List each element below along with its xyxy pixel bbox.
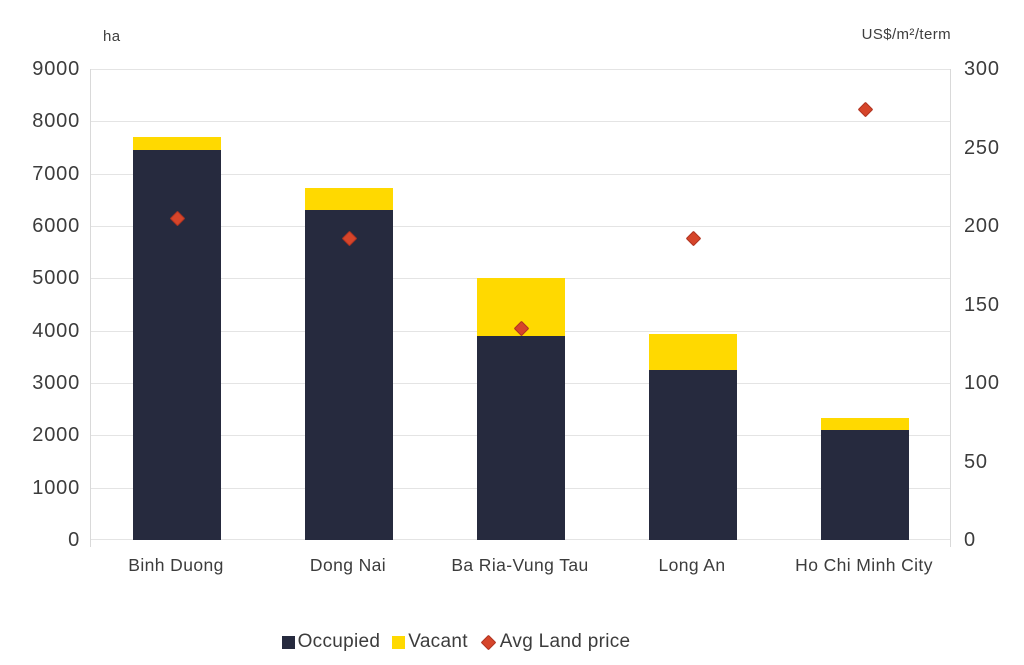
right-axis-tick-50: 50	[964, 450, 988, 473]
left-axis-unit-label: ha	[103, 28, 121, 45]
right-axis-tick-100: 100	[964, 372, 1000, 394]
right-axis-tick-150: 150	[964, 293, 1000, 316]
left-axis-tick-6000: 6000	[32, 215, 80, 237]
legend: Occupied Vacant Avg Land price	[0, 630, 912, 654]
left-axis-tick-9000: 9000	[32, 58, 80, 80]
category-label-long-an: Long An	[658, 555, 726, 575]
bar-occupied-dong-nai	[305, 210, 393, 540]
gridline-6000	[91, 226, 950, 227]
gridline-8000	[91, 121, 950, 122]
legend-label-occupied: Occupied	[297, 631, 381, 652]
marker-avg-land-price-ho-chi-minh-city	[857, 102, 873, 118]
right-axis-tick-200: 200	[964, 215, 1000, 237]
bar-vacant-long-an	[649, 334, 737, 371]
bar-occupied-long-an	[649, 370, 737, 540]
left-axis-tick-mark	[90, 540, 91, 547]
legend-item-vacant: Vacant	[392, 631, 468, 653]
left-axis-tick-4000: 4000	[32, 319, 80, 342]
right-axis-tick-250: 250	[964, 136, 1000, 159]
bar-occupied-ba-ria-vung-tau	[477, 336, 565, 540]
bar-vacant-binh-duong	[133, 137, 221, 150]
right-axis-unit-label: US$/m²/term	[861, 26, 951, 43]
left-axis-tick-1000: 1000	[32, 476, 80, 499]
category-label-dong-nai: Dong Nai	[309, 555, 387, 575]
category-label-ba-ria-vung-tau: Ba Ria-Vung Tau	[451, 555, 589, 575]
legend-square-swatch-vacant	[392, 635, 406, 649]
marker-avg-land-price-long-an	[685, 230, 701, 247]
legend-square-swatch-occupied	[281, 635, 295, 649]
legend-label-vacant: Vacant	[408, 631, 468, 652]
left-axis-tick-7000: 7000	[32, 162, 80, 185]
left-axis-tick-2000: 2000	[32, 424, 80, 447]
legend-diamond-swatch-avg-land-price-icon	[480, 634, 497, 650]
gridline-9000	[91, 69, 950, 70]
left-axis-tick-3000: 3000	[32, 372, 80, 394]
bar-occupied-ho-chi-minh-city	[821, 430, 909, 540]
legend-label-avg-land-price: Avg Land price	[499, 631, 631, 652]
gridline-7000	[91, 174, 950, 175]
bar-vacant-ho-chi-minh-city	[821, 417, 909, 431]
category-label-binh-duong: Binh Duong	[128, 555, 224, 575]
plot-area	[90, 69, 951, 540]
left-axis-tick-5000: 5000	[32, 267, 80, 290]
legend-item-occupied: Occupied	[281, 631, 381, 653]
right-axis-tick-300: 300	[964, 58, 1000, 80]
right-axis-tick-0: 0	[964, 529, 976, 551]
left-axis-tick-8000: 8000	[32, 110, 80, 133]
bar-vacant-dong-nai	[305, 188, 393, 211]
left-axis-tick-0: 0	[68, 529, 80, 551]
bar-occupied-binh-duong	[133, 149, 221, 540]
right-axis-tick-mark	[950, 540, 951, 547]
legend-item-avg-land-price: Avg Land price	[480, 631, 631, 653]
category-label-ho-chi-minh-city: Ho Chi Minh City	[795, 555, 933, 575]
